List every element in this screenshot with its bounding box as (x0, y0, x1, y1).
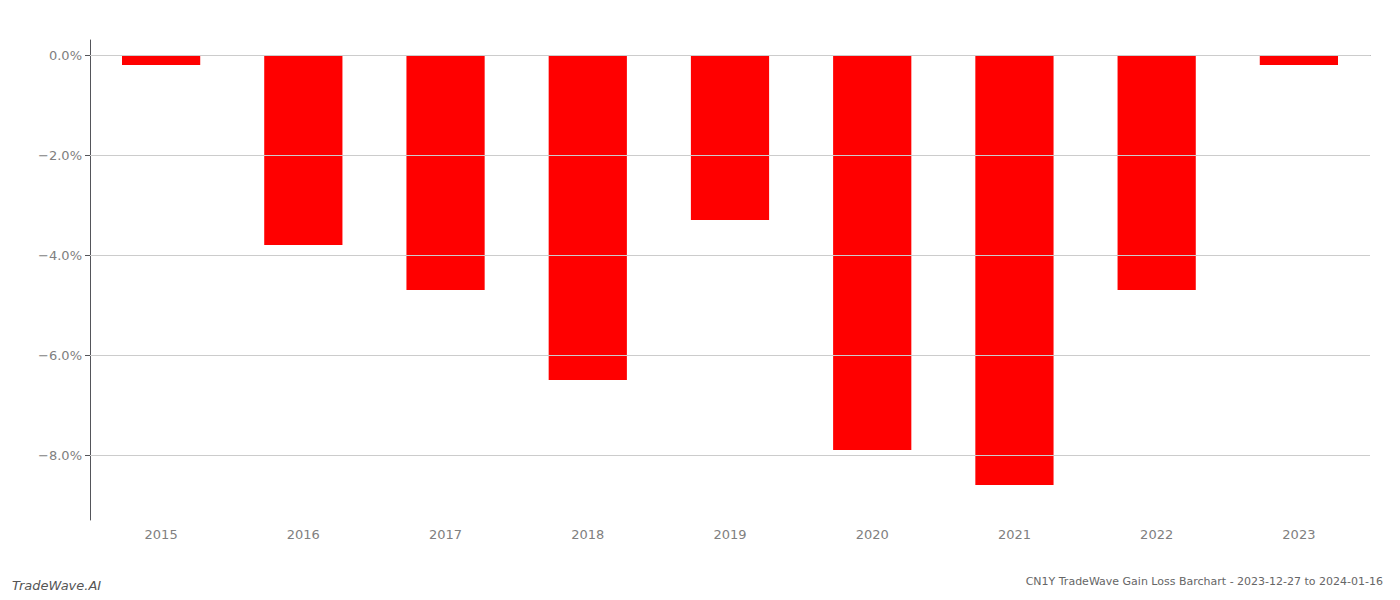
svg-text:2020: 2020 (856, 527, 889, 542)
svg-text:−2.0%: −2.0% (38, 148, 82, 163)
svg-text:2022: 2022 (1140, 527, 1173, 542)
svg-text:2017: 2017 (429, 527, 462, 542)
svg-text:0.0%: 0.0% (49, 48, 82, 63)
svg-text:−6.0%: −6.0% (38, 348, 82, 363)
svg-text:2021: 2021 (998, 527, 1031, 542)
svg-text:−4.0%: −4.0% (38, 248, 82, 263)
svg-text:2023: 2023 (1282, 527, 1315, 542)
svg-text:TradeWave.AI: TradeWave.AI (12, 578, 101, 593)
svg-text:2018: 2018 (571, 527, 604, 542)
svg-text:2015: 2015 (145, 527, 178, 542)
svg-text:CN1Y TradeWave Gain Loss Barch: CN1Y TradeWave Gain Loss Barchart - 2023… (1026, 575, 1383, 588)
svg-text:2016: 2016 (287, 527, 320, 542)
svg-text:−8.0%: −8.0% (38, 448, 82, 463)
svg-text:2019: 2019 (713, 527, 746, 542)
